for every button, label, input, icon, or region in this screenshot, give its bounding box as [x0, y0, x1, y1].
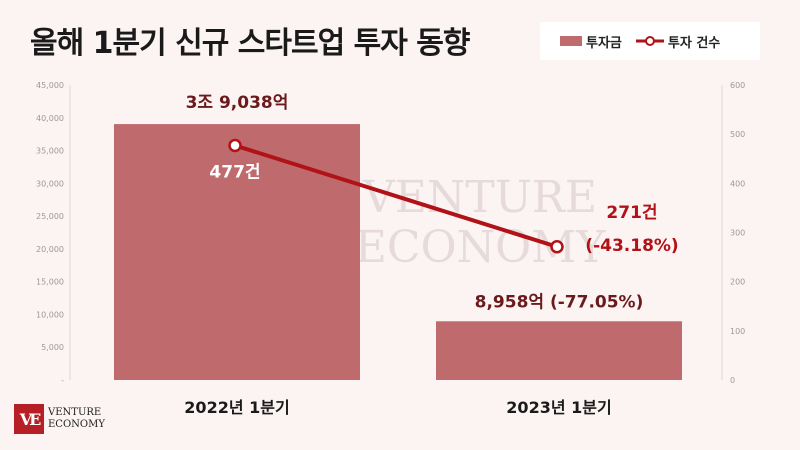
legend-item-line: 투자 건수	[635, 32, 721, 51]
left-axis-tick-label: 5,000	[41, 343, 64, 352]
right-axis-tick-label: 0	[730, 376, 735, 385]
legend-bar-label: 투자금	[586, 35, 622, 51]
line-point-1	[228, 138, 242, 153]
right-axis-tick-label: 100	[730, 327, 745, 336]
legend-line-swatch	[635, 36, 664, 46]
left-axis-tick-label: 15,000	[36, 278, 64, 287]
left-axis-tick-label: 30,000	[36, 179, 64, 188]
logo-line1: VENTURE	[48, 407, 102, 418]
category-label: 2023년 1분기	[506, 398, 611, 417]
line-point-2	[550, 240, 564, 254]
page-title: 올해 1분기 신규 스타트업 투자 동향	[30, 26, 470, 61]
category-label: 2022년 1분기	[184, 398, 289, 417]
chart-legend: 투자금 투자 건수	[540, 22, 760, 60]
bar-2	[436, 321, 682, 380]
left-axis-tick-label: 35,000	[36, 147, 64, 156]
line-value-label: 271건	[606, 203, 657, 223]
legend-line-label: 투자 건수	[667, 35, 721, 51]
legend-item-bar: 투자금	[560, 32, 622, 51]
line-value-label: 477건	[209, 162, 260, 182]
logo-text: VENTURE ECONOMY	[48, 407, 105, 431]
left-axis-tick-label: 40,000	[36, 114, 64, 123]
right-axis-tick-label: 400	[730, 179, 745, 188]
legend-bar-swatch	[560, 36, 582, 46]
right-axis-tick-label: 200	[730, 278, 745, 287]
left-axis-tick-label: 45,000	[36, 81, 64, 90]
left-axis-tick-label: 10,000	[36, 310, 64, 319]
logo-mark: VE	[14, 404, 44, 434]
right-axis-tick-label: 600	[730, 81, 745, 90]
bar-value-label: 3조 9,038억	[186, 93, 289, 113]
bar-value-label: 8,958억 (-77.05%)	[475, 292, 644, 312]
right-axis-tick-label: 300	[730, 229, 745, 238]
bar-1	[114, 124, 360, 380]
brand-logo: VE VENTURE ECONOMY	[14, 404, 105, 434]
left-axis-tick-label: 25,000	[36, 212, 64, 221]
line-change-label: (-43.18%)	[585, 236, 678, 256]
left-axis-tick-label: 20,000	[36, 245, 64, 254]
left-axis-tick-label: -	[61, 376, 64, 385]
logo-line2: ECONOMY	[48, 419, 105, 430]
right-axis-tick-label: 500	[730, 130, 745, 139]
watermark-line2: ECONOMY	[355, 222, 606, 273]
series-line	[234, 143, 558, 249]
